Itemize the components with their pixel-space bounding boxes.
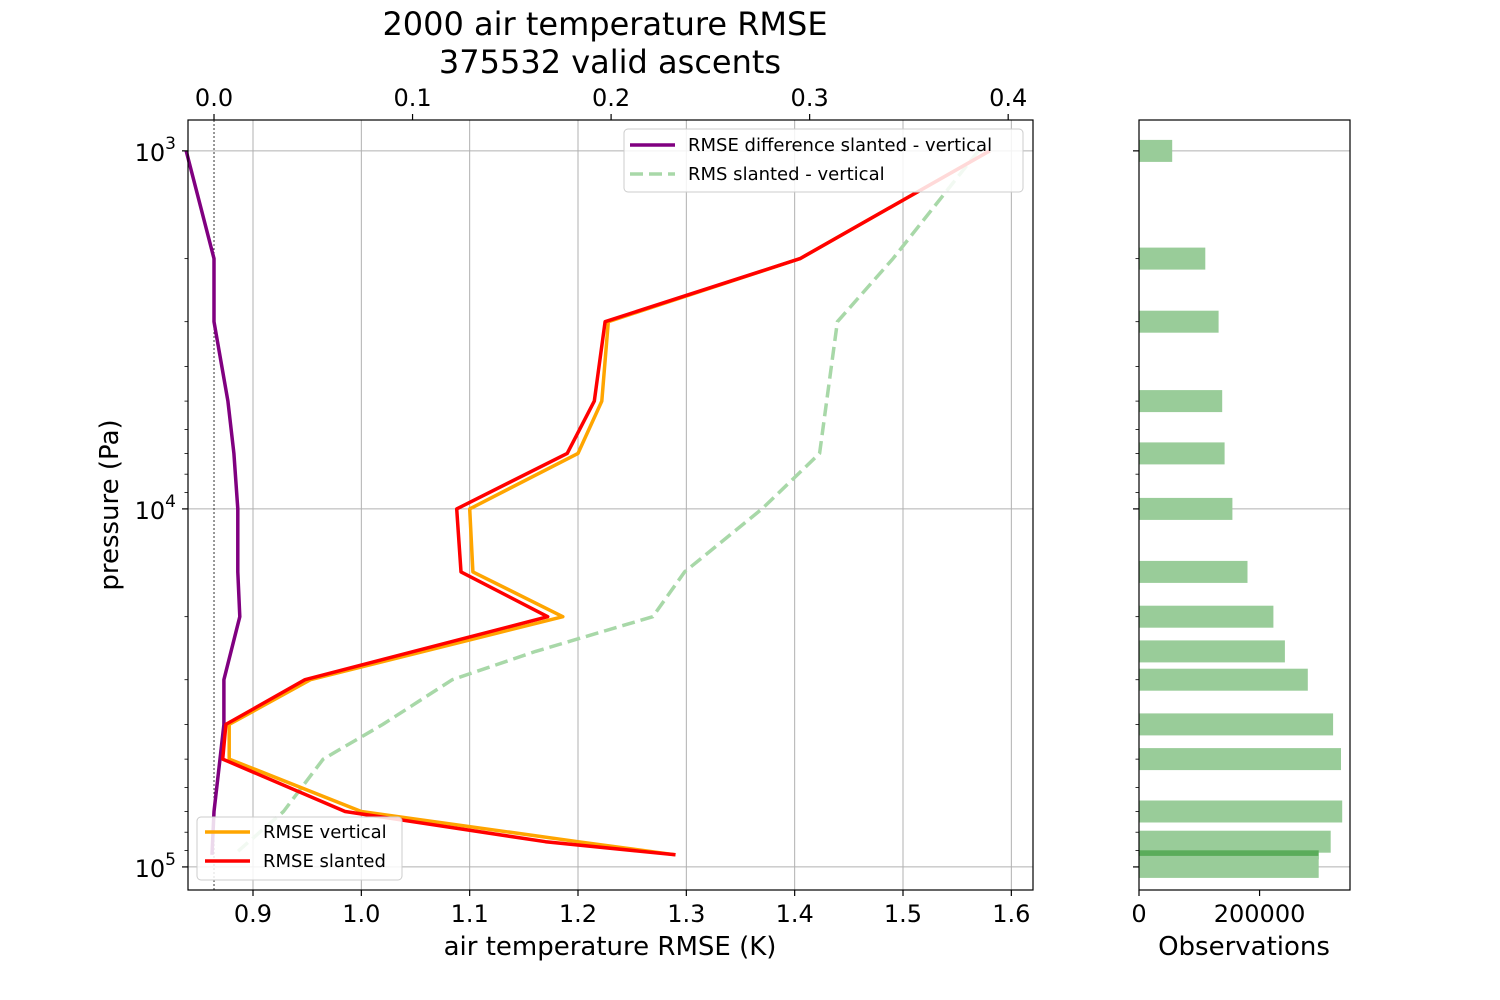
top-tick-label: 0.3 — [791, 84, 829, 112]
observation-bar — [1139, 247, 1206, 270]
y-tick-label: 103 — [135, 134, 176, 167]
series-lines — [184, 149, 991, 857]
x-tick-label: 1.5 — [884, 900, 922, 928]
obs-x-tick-label: 0 — [1131, 900, 1146, 928]
x-tick-label: 0.9 — [234, 900, 272, 928]
x-tick-label: 1.3 — [667, 900, 705, 928]
observation-bar — [1139, 560, 1248, 583]
observation-bar — [1139, 390, 1223, 413]
y-tick-exponent: 5 — [165, 850, 176, 870]
x-tick-label: 1.1 — [451, 900, 489, 928]
x-tick-label: 1.6 — [992, 900, 1030, 928]
observations-axis-ticks: 0 200000 — [1131, 890, 1305, 928]
observation-bar — [1139, 855, 1319, 878]
chart-title: 2000 air temperature RMSE — [382, 5, 827, 43]
legend-label: RMSE slanted — [263, 851, 386, 872]
legend-lower-left: RMSE vertical RMSE slanted — [196, 816, 403, 881]
y-tick-label: 105 — [135, 850, 176, 883]
observations-axis-label: Observations — [1158, 932, 1330, 962]
top-axis-ticks: 0.0 0.1 0.2 0.3 0.4 — [195, 84, 1027, 120]
top-tick-label: 0.2 — [592, 84, 630, 112]
y-tick-exponent: 3 — [165, 134, 176, 154]
series-line-rmse-difference-slanted-vertical — [184, 150, 242, 855]
chart-subtitle: 375532 valid ascents — [439, 43, 781, 81]
observation-bar — [1139, 497, 1233, 520]
observation-bar — [1139, 605, 1274, 628]
observation-bar — [1139, 640, 1285, 663]
top-tick-label: 0.4 — [989, 84, 1027, 112]
x-tick-label: 1.4 — [776, 900, 814, 928]
series-line-rmse-vertical — [227, 149, 991, 857]
observations-pressure-ticks — [1133, 150, 1139, 868]
legend-label: RMS slanted - vertical — [688, 164, 885, 185]
top-tick-label: 0.1 — [393, 84, 431, 112]
y-tick-base: 10 — [135, 497, 166, 525]
main-grid — [188, 120, 1033, 890]
bottom-axis-ticks: 0.9 1.0 1.1 1.2 1.3 1.4 1.5 1.6 — [234, 890, 1030, 928]
y-axis-label: pressure (Pa) — [95, 419, 125, 590]
x-tick-label: 1.2 — [559, 900, 597, 928]
x-tick-label: 1.0 — [342, 900, 380, 928]
observation-bar — [1139, 748, 1341, 771]
observation-bar — [1139, 310, 1219, 333]
legend-label: RMSE difference slanted - vertical — [688, 135, 992, 156]
x-axis-label: air temperature RMSE (K) — [444, 932, 777, 962]
series-line-rms-slanted-vertical — [232, 149, 980, 857]
observation-bar — [1139, 713, 1334, 736]
obs-x-tick-label: 200000 — [1214, 900, 1306, 928]
observation-bar — [1139, 442, 1225, 465]
y-tick-base: 10 — [135, 139, 166, 167]
observations-bars — [1139, 139, 1343, 878]
y-tick-exponent: 4 — [165, 492, 176, 512]
y-tick-label: 104 — [135, 492, 176, 525]
observation-bar — [1139, 139, 1173, 162]
observation-bar — [1139, 830, 1331, 853]
main-plot-frame — [187, 119, 1034, 891]
series-line-rmse-slanted — [220, 149, 991, 857]
observation-bar — [1139, 800, 1343, 823]
observation-bar — [1139, 668, 1308, 691]
legend-upper-right: RMSE difference slanted - vertical RMS sl… — [623, 128, 1024, 193]
legend-label: RMSE vertical — [263, 822, 387, 843]
top-tick-label: 0.0 — [195, 84, 233, 112]
observations-plot-frame — [1138, 119, 1351, 891]
observation-bar — [1139, 850, 1319, 860]
y-tick-base: 10 — [135, 855, 166, 883]
